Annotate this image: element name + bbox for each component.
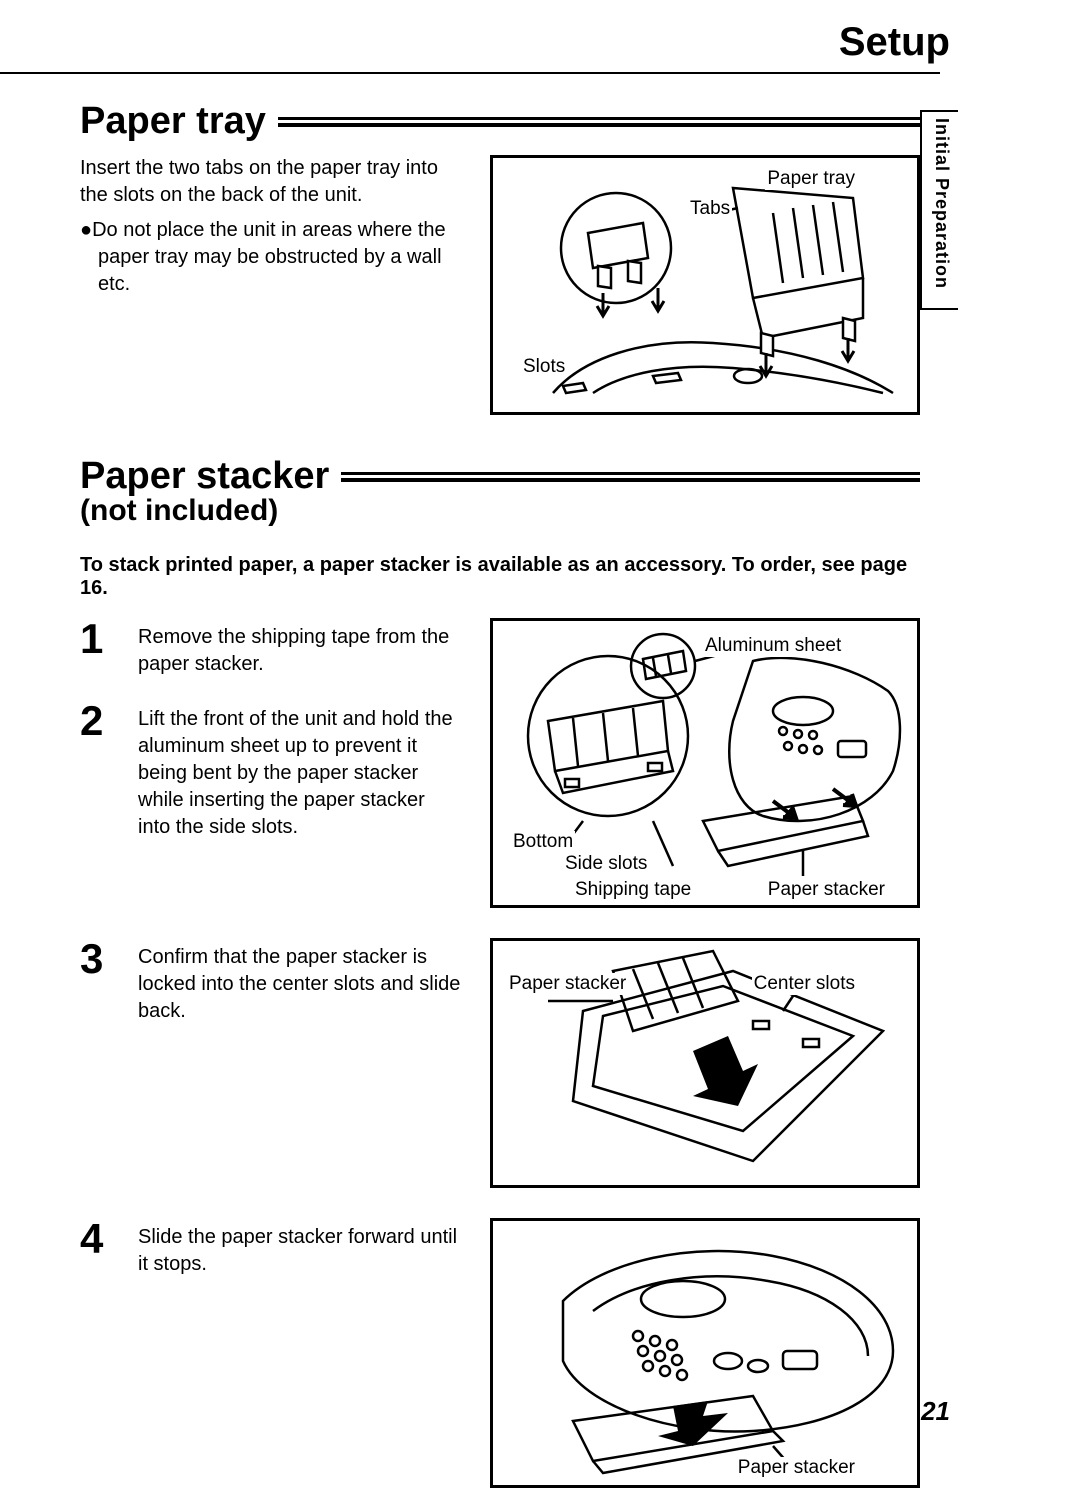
figA-label-shippingtape: Shipping tape — [573, 879, 693, 901]
section2-title-row: Paper stacker — [80, 455, 920, 498]
step-4-text: Slide the paper stacker forward until it… — [138, 1218, 462, 1278]
section1-figure: Paper tray Tabs Slots — [490, 155, 920, 415]
section2-subtitle: (not included) — [80, 494, 920, 528]
header-title: Setup — [839, 20, 950, 65]
page: Setup Initial Preparation Paper tray Ins… — [0, 0, 1080, 1457]
step-4: 4 Slide the paper stacker forward until … — [80, 1218, 462, 1278]
side-tab-label: Initial Preparation — [931, 118, 952, 289]
step-4-row: 4 Slide the paper stacker forward until … — [80, 1218, 920, 1488]
figA-label-bottom: Bottom — [511, 831, 575, 853]
figA-label-paperstacker: Paper stacker — [766, 879, 887, 901]
figC-label-paperstacker: Paper stacker — [736, 1457, 857, 1479]
step-1-num: 1 — [80, 618, 114, 660]
figA-label-aluminum: Aluminum sheet — [703, 635, 843, 657]
step-4-num: 4 — [80, 1218, 114, 1260]
fig1-label-slots: Slots — [521, 356, 567, 378]
fig1-label-paper-tray: Paper tray — [765, 168, 857, 190]
stacker-slide-illustration — [493, 1221, 917, 1485]
header-rule — [0, 72, 940, 74]
step-1-text: Remove the shipping tape from the paper … — [138, 618, 462, 678]
step-2-num: 2 — [80, 700, 114, 742]
section1-body: Insert the two tabs on the paper tray in… — [80, 155, 920, 415]
step-2-text: Lift the front of the unit and hold the … — [138, 700, 462, 841]
section2-rule — [341, 472, 920, 482]
section1-rule — [278, 117, 920, 127]
section2-figure-c: Paper stacker — [490, 1218, 920, 1488]
stacker-install-illustration — [493, 621, 917, 905]
figB-label-paperstacker: Paper stacker — [507, 973, 628, 995]
figA-label-sideslots: Side slots — [563, 853, 649, 875]
page-number: 21 — [921, 1396, 950, 1427]
section1-title: Paper tray — [80, 100, 266, 143]
section2-figure-b: Paper stacker Center slots — [490, 938, 920, 1188]
section2-figure-a: Aluminum sheet Bottom Side slots Shippin… — [490, 618, 920, 908]
fig1-label-tabs: Tabs — [688, 198, 732, 220]
step-3-text: Confirm that the paper stacker is locked… — [138, 938, 462, 1025]
content-area: Paper tray Insert the two tabs on the pa… — [80, 100, 920, 1488]
step-2: 2 Lift the front of the unit and hold th… — [80, 700, 462, 841]
step-3: 3 Confirm that the paper stacker is lock… — [80, 938, 462, 1025]
figB-label-centerslots: Center slots — [752, 973, 857, 995]
step-3-row: 3 Confirm that the paper stacker is lock… — [80, 938, 920, 1188]
section1-bullet: ●Do not place the unit in areas where th… — [80, 217, 462, 298]
step-3-num: 3 — [80, 938, 114, 980]
step-1: 1 Remove the shipping tape from the pape… — [80, 618, 462, 678]
section1-title-row: Paper tray — [80, 100, 920, 143]
section1-para: Insert the two tabs on the paper tray in… — [80, 155, 462, 209]
section2-title: Paper stacker — [80, 455, 329, 498]
steps-1-2-row: 1 Remove the shipping tape from the pape… — [80, 618, 920, 908]
page-header: Setup — [0, 0, 1080, 80]
section2-intro: To stack printed paper, a paper stacker … — [80, 554, 920, 600]
